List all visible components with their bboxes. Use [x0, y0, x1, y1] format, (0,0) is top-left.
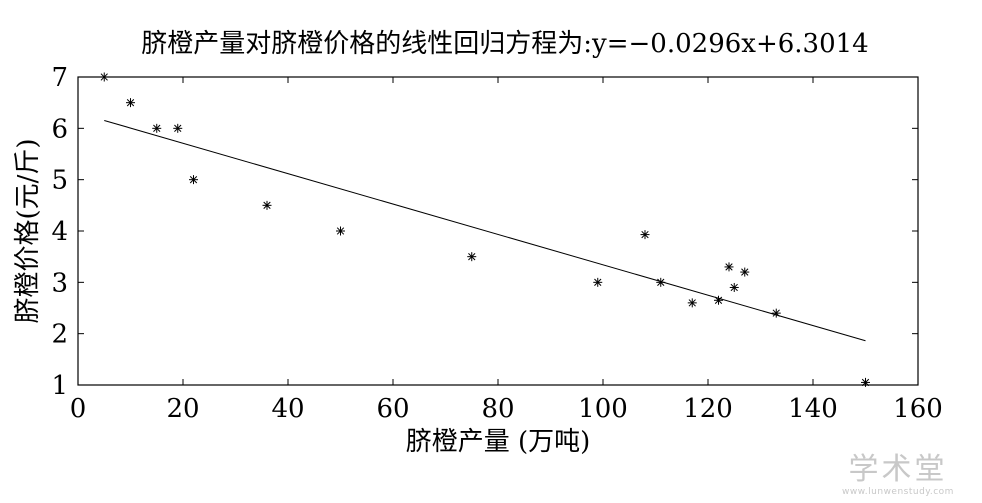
data-point — [640, 230, 650, 240]
x-tick-label: 120 — [683, 394, 733, 424]
data-point — [714, 295, 723, 305]
data-point — [740, 267, 750, 277]
x-axis-label: 脐橙产量 (万吨) — [406, 427, 591, 457]
y-axis: 1 2 3 4 5 6 7 — [51, 63, 918, 401]
plot-area — [77, 76, 919, 386]
data-point — [729, 282, 739, 292]
data-point — [467, 252, 477, 262]
data-point — [189, 175, 198, 185]
chart-title: 脐橙产量对脐橙价格的线性回归方程为:y=−0.0296x+6.3014 — [141, 29, 868, 59]
data-point — [656, 277, 666, 287]
x-tick-label: 160 — [893, 394, 943, 424]
y-tick-label: 3 — [51, 268, 68, 298]
data-point — [687, 298, 697, 308]
data-point — [262, 200, 272, 210]
x-tick-label: 140 — [788, 394, 838, 424]
x-tick-label: 80 — [481, 394, 514, 424]
y-tick-label: 2 — [51, 320, 68, 350]
data-point — [99, 72, 109, 82]
x-axis: 0 20 40 60 80 100 120 140 160 — [70, 77, 943, 424]
data-point — [173, 123, 183, 133]
x-tick-label: 100 — [578, 394, 628, 424]
y-tick-label: 4 — [51, 217, 68, 247]
x-tick-label: 40 — [271, 394, 304, 424]
data-point — [861, 377, 870, 387]
data-points — [99, 72, 870, 387]
y-tick-label: 5 — [51, 166, 68, 196]
data-point — [771, 308, 781, 318]
data-point — [593, 277, 603, 287]
regression-line — [104, 119, 866, 342]
watermark-logo-text: 学术堂 — [848, 452, 948, 487]
y-tick-label: 7 — [51, 63, 68, 93]
data-point — [126, 98, 135, 108]
x-tick-label: 60 — [376, 394, 409, 424]
y-tick-label: 1 — [51, 371, 68, 401]
data-point — [724, 262, 734, 272]
watermark-url: www.lunwenstudy.com — [842, 487, 954, 497]
watermark: 学术堂 www.lunwenstudy.com — [828, 452, 968, 498]
x-tick-label: 20 — [166, 394, 199, 424]
data-point — [152, 123, 162, 133]
y-tick-label: 6 — [51, 114, 68, 144]
y-axis-label: 脐橙价格(元/斤) — [13, 138, 43, 323]
x-tick-label: 0 — [70, 394, 87, 424]
data-point — [336, 226, 345, 236]
